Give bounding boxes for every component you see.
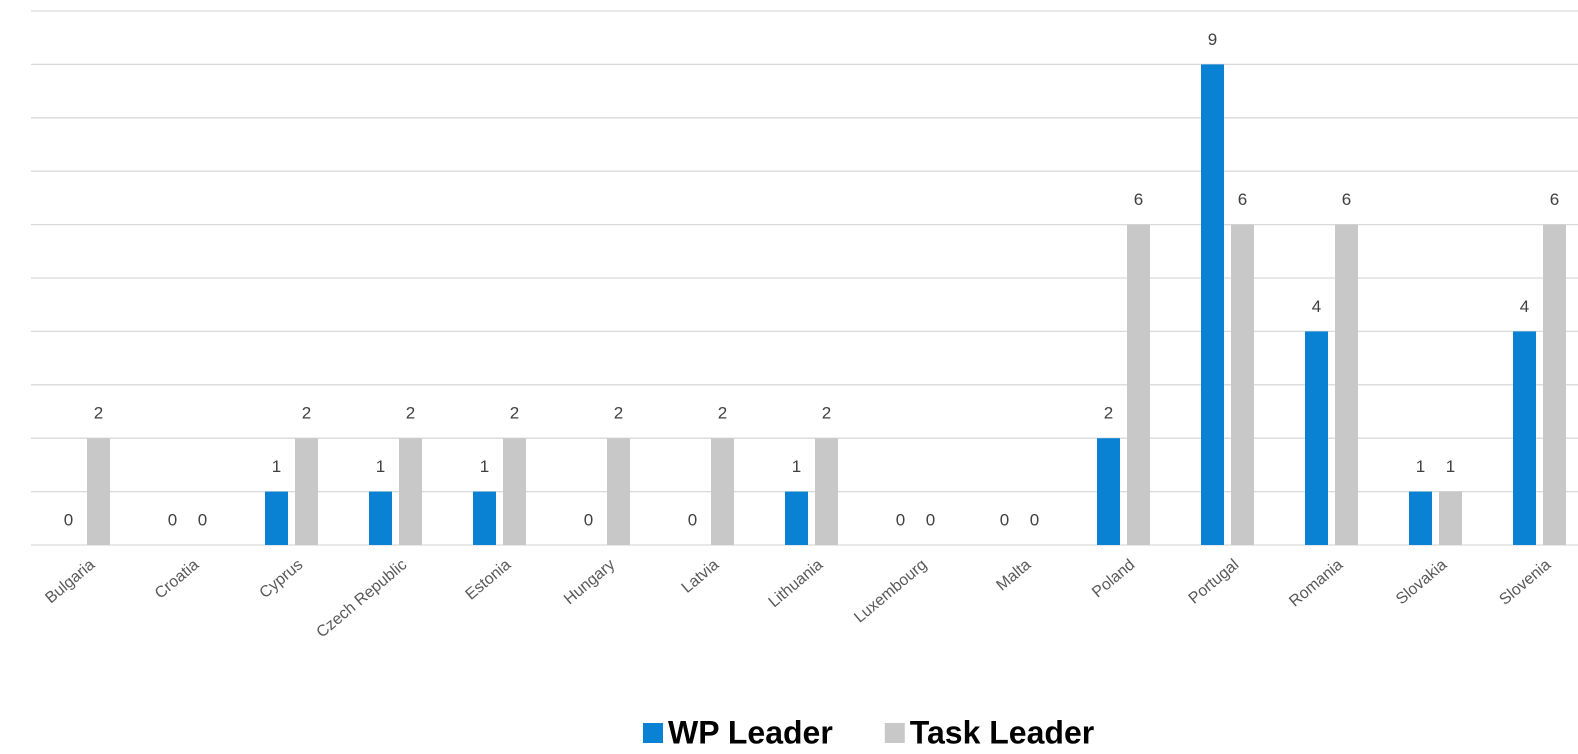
value-label: 1	[1416, 457, 1425, 476]
bar	[607, 438, 630, 545]
value-label: 0	[584, 510, 593, 529]
bar	[473, 491, 496, 545]
value-label: 0	[168, 510, 177, 529]
x-tick-label: Romania	[1286, 556, 1346, 610]
value-label: 0	[926, 510, 935, 529]
value-label: 1	[272, 457, 281, 476]
bar	[295, 438, 318, 545]
legend-swatch	[643, 723, 663, 743]
bar	[1127, 224, 1150, 545]
value-label: 0	[896, 510, 905, 529]
value-label: 2	[718, 404, 727, 423]
bar	[1097, 438, 1120, 545]
value-label: 6	[1550, 190, 1559, 209]
bar	[1305, 331, 1328, 545]
x-tick-label: Hungary	[561, 556, 618, 608]
bar	[1231, 224, 1254, 545]
x-tick-label: Slovakia	[1393, 556, 1450, 608]
value-label: 9	[1208, 30, 1217, 49]
x-tick-label: Bulgaria	[42, 556, 98, 607]
x-tick-label: Estonia	[462, 556, 514, 603]
bar	[711, 438, 734, 545]
bar	[399, 438, 422, 545]
bar	[1335, 224, 1358, 545]
value-label: 1	[1446, 457, 1455, 476]
bar	[265, 491, 288, 545]
x-tick-label: Malta	[993, 556, 1034, 594]
value-label: 6	[1342, 190, 1351, 209]
value-label: 0	[1030, 510, 1039, 529]
value-label: 2	[1104, 404, 1113, 423]
bar	[503, 438, 526, 545]
value-label: 2	[406, 404, 415, 423]
x-tick-label: Portugal	[1186, 556, 1243, 607]
bar	[1513, 331, 1536, 545]
value-label: 4	[1312, 297, 1321, 316]
x-tick-label: Luxembourg	[851, 556, 930, 626]
value-label: 0	[198, 510, 207, 529]
bar	[815, 438, 838, 545]
x-tick-label: Croatia	[152, 556, 203, 602]
bar	[1543, 224, 1566, 545]
value-label: 1	[376, 457, 385, 476]
x-tick-label: Poland	[1089, 556, 1138, 601]
x-tick-label: Slovenia	[1496, 556, 1554, 609]
value-label: 2	[822, 404, 831, 423]
value-label: 1	[792, 457, 801, 476]
value-label: 2	[94, 404, 103, 423]
value-label: 0	[64, 510, 73, 529]
bar	[785, 491, 808, 545]
bar	[87, 438, 110, 545]
value-label: 2	[614, 404, 623, 423]
bar	[1201, 64, 1224, 546]
x-tick-label: Lithuania	[766, 556, 827, 611]
value-label: 0	[1000, 510, 1009, 529]
x-tick-label: Cyprus	[257, 556, 307, 602]
value-label: 0	[688, 510, 697, 529]
bar	[369, 491, 392, 545]
value-label: 6	[1238, 190, 1247, 209]
legend-swatch	[884, 723, 905, 743]
value-label: 1	[480, 457, 489, 476]
bar	[1439, 491, 1462, 545]
value-label: 2	[510, 404, 519, 423]
legend-label: Task Leader	[910, 714, 1094, 750]
value-label: 6	[1134, 190, 1143, 209]
bar	[1409, 491, 1432, 545]
legend-label: WP Leader	[668, 714, 833, 750]
value-label: 2	[302, 404, 311, 423]
x-tick-label: Czech Republic	[314, 556, 411, 641]
value-label: 4	[1520, 297, 1529, 316]
x-tick-label: Latvia	[679, 556, 723, 597]
